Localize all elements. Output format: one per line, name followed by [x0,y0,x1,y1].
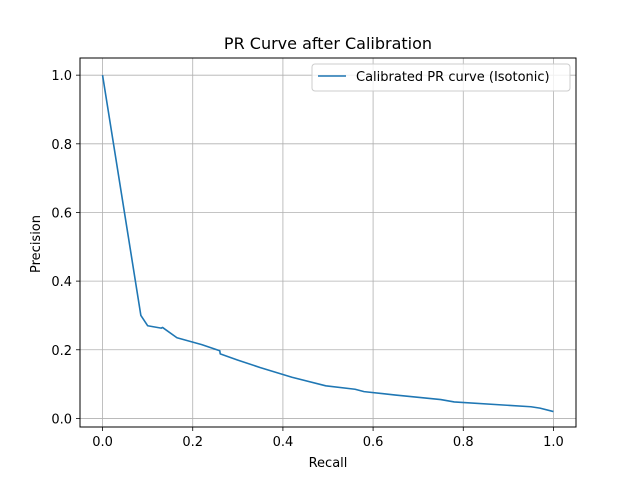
grid-layer [80,58,576,427]
series-layer [101,75,554,413]
x-tick-label: 0.6 [363,435,384,450]
legend-box [311,63,571,92]
x-tick-label: 0.0 [92,435,113,450]
legend: Calibrated PR curve (Isotonic) [311,63,571,92]
plot-frame [79,57,577,428]
y-tick-label: 1.0 [51,69,72,84]
y-tick-label: 0.6 [51,206,72,221]
x-tick-label: 0.8 [453,435,474,450]
y-axis-label: Precision [29,215,44,273]
x-axis-label: Recall [309,456,348,471]
legend-label: Calibrated PR curve (Isotonic) [356,70,550,85]
x-tick-label: 1.0 [543,435,564,450]
tick-layer: 0.0 0.2 0.4 0.6 0.8 1.0 0.0 0.2 0.4 0.6 0.8 1.0 [51,69,563,450]
x-tick-label: 0.2 [182,435,203,450]
x-tick-label: 0.4 [273,435,294,450]
series-line-calibrated-pr-curve [101,75,554,413]
chart-title: PR Curve after Calibration [224,34,432,53]
y-tick-label: 0.4 [51,275,72,290]
y-tick-label: 0.8 [51,138,72,153]
y-tick-label: 0.0 [51,412,72,427]
y-tick-label: 0.2 [51,344,72,359]
